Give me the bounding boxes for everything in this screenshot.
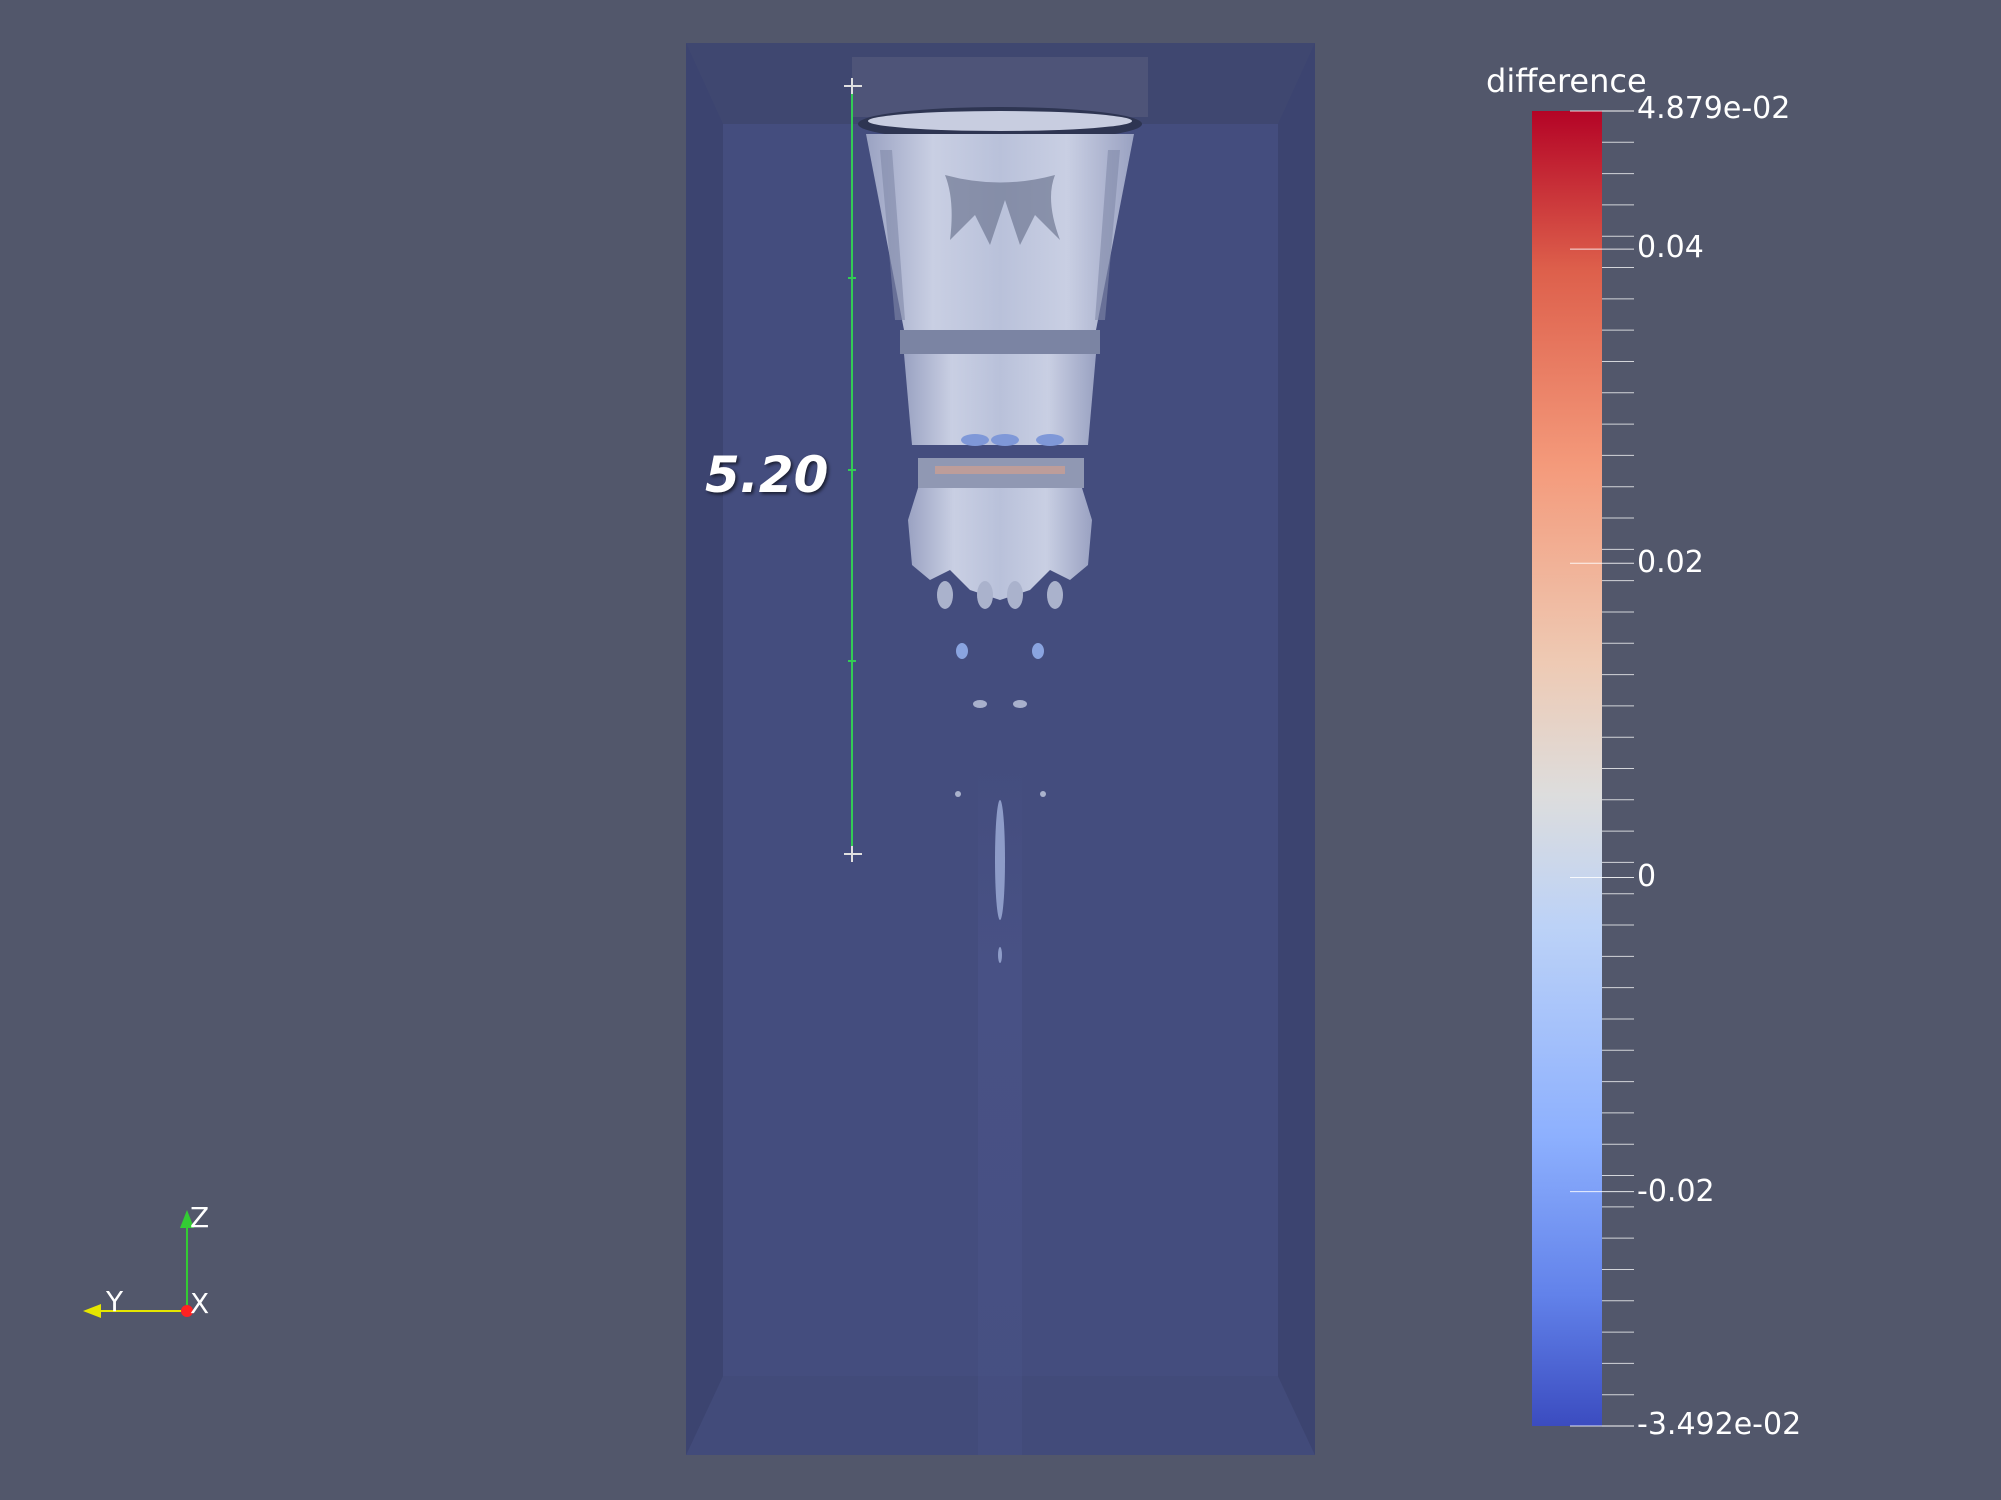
plume-band [900,330,1100,354]
colorbar-minor-ticks [1602,110,1634,1427]
plume-tail [995,800,1005,920]
x-axis-label: X [190,1287,210,1320]
colorbar-label-0: 0 [1637,859,1657,894]
colorbar-label-0-02: 0.02 [1637,545,1704,580]
domain-box-right-wall [1278,43,1315,1455]
z-axis-arrow [180,1210,194,1228]
plume-lower-lobes [908,488,1092,600]
ruler-value-label: 5.20 [705,446,829,504]
y-axis-arrow [83,1304,101,1318]
measurement-ruler[interactable] [844,78,862,862]
domain-box-left-wall [686,43,723,1455]
z-axis-label: Z [190,1201,210,1234]
axes-triad [83,1210,194,1318]
colorbar-title: difference [1486,62,1647,100]
y-axis-label: Y [106,1285,124,1318]
colorbar-gradient [1532,111,1602,1426]
colorbar-label-neg-0-02: -0.02 [1637,1174,1715,1209]
plume-upper-cone [866,134,1134,330]
colorbar-major-ticks [1570,110,1634,1427]
colorbar [1532,110,1634,1427]
plume-middle [904,354,1096,445]
colorbar-label-max: 4.879e-02 [1637,91,1791,126]
isosurface-plume [858,107,1142,963]
colorbar-label-0-04: 0.04 [1637,230,1704,265]
x-axis-dot [181,1305,193,1317]
colorbar-label-min: -3.492e-02 [1637,1407,1802,1442]
